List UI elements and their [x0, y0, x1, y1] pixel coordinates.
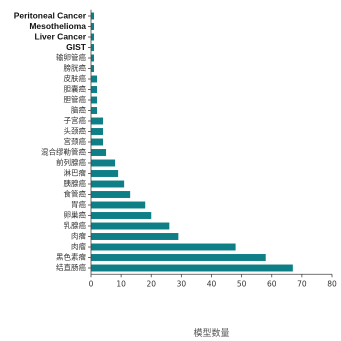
x-tick-label: 20 — [146, 279, 156, 288]
bar — [91, 44, 95, 51]
bar — [91, 180, 125, 188]
bar — [91, 264, 293, 272]
category-label: 子宫癌 — [64, 115, 87, 125]
category-label: 混合缪勒管癌 — [41, 147, 86, 157]
bar — [91, 75, 98, 83]
category-label: 胆管癌 — [64, 94, 87, 104]
x-ticks-group: 0 10 20 30 40 50 60 70 80 — [89, 274, 337, 288]
category-label: 皮肤癌 — [64, 73, 87, 83]
category-label: 脑癌 — [71, 105, 86, 115]
category-label: 膀胱癌 — [64, 63, 87, 73]
bar — [91, 222, 170, 230]
category-label: 头颈癌 — [64, 126, 87, 136]
bar — [91, 191, 131, 198]
x-tick-label: 70 — [297, 279, 307, 288]
bar — [91, 243, 236, 251]
bar — [91, 201, 146, 209]
bar — [91, 233, 179, 240]
bar — [91, 33, 95, 41]
category-label: 输卵管癌 — [56, 52, 86, 62]
x-tick-label: 60 — [267, 279, 277, 288]
x-tick-label: 10 — [116, 279, 126, 288]
category-label: 宫颈癌 — [64, 136, 87, 146]
bar — [91, 107, 98, 114]
bar — [91, 138, 104, 146]
bar — [91, 128, 104, 135]
category-label: 黑色素瘤 — [56, 252, 86, 262]
category-label: 淋巴瘤 — [64, 168, 87, 178]
category-label: 结直肠癌 — [56, 262, 86, 272]
category-label: 肉瘤 — [71, 241, 86, 251]
bar — [91, 86, 98, 93]
category-label: 胆囊癌 — [64, 84, 87, 94]
x-tick-label: 50 — [237, 279, 247, 288]
category-label: 肉瘤 — [71, 231, 86, 241]
bar — [91, 149, 107, 156]
x-tick-label: 80 — [327, 279, 337, 288]
x-axis-title: 模型数量 — [193, 327, 229, 339]
bar — [91, 117, 104, 125]
bar — [91, 65, 95, 72]
category-label: 食管癌 — [64, 189, 87, 199]
category-label: 乳腺癌 — [64, 220, 87, 230]
category-label: 胰腺癌 — [64, 178, 87, 188]
bar — [91, 254, 266, 261]
bars-group — [91, 12, 293, 272]
bar — [91, 54, 95, 62]
category-label: 胃癌 — [71, 199, 86, 209]
category-label: Liver Cancer — [35, 31, 87, 41]
category-label: 卵巢癌 — [64, 210, 87, 220]
x-tick-label: 0 — [89, 279, 94, 288]
bar — [91, 12, 95, 20]
bar — [91, 170, 119, 177]
category-label: 前列腺癌 — [56, 157, 86, 167]
x-tick-label: 30 — [177, 279, 187, 288]
category-label: GIST — [66, 42, 87, 52]
category-label: Mesothelioma — [29, 21, 86, 31]
bar — [91, 96, 98, 104]
bar — [91, 23, 95, 30]
x-tick-label: 40 — [207, 279, 217, 288]
category-label: Peritoneal Cancer — [14, 10, 87, 20]
bar — [91, 159, 116, 167]
bar — [91, 212, 152, 219]
